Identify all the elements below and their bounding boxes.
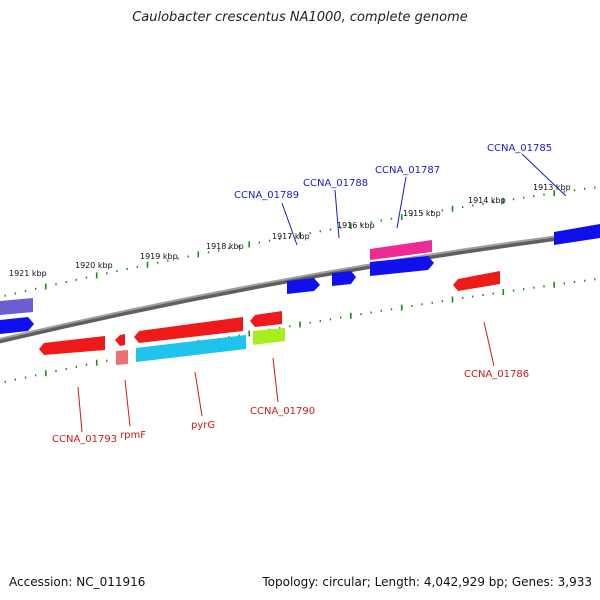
gene-label-ccna-01786[interactable]: CCNA_01786	[464, 369, 529, 380]
gene-arrow[interactable]	[136, 335, 246, 362]
gene-label-pyrg[interactable]: pyrG	[191, 420, 215, 431]
gene-arrow[interactable]	[253, 328, 285, 345]
forward-genes	[0, 224, 600, 334]
kbp-label: 1914 kbp	[468, 196, 506, 205]
gene-arrow[interactable]	[115, 334, 125, 346]
gene-arrow[interactable]	[287, 278, 320, 294]
reverse-gene-labels: CCNA_01793 rpmF pyrG CCNA_01790 CCNA_017…	[52, 321, 529, 445]
label-leader	[334, 189, 340, 239]
label-leader	[396, 176, 407, 229]
label-leader	[272, 357, 279, 403]
label-leader	[281, 202, 298, 246]
gene-arrow[interactable]	[332, 271, 356, 286]
backbone-line	[0, 229, 600, 340]
forward-gene-labels: CCNA_01789 CCNA_01788 CCNA_01787 CCNA_01…	[234, 143, 567, 246]
kbp-label: 1918 kbp	[206, 242, 244, 251]
gene-arrow[interactable]	[116, 350, 128, 365]
gene-arrow[interactable]	[0, 317, 34, 334]
genome-summary-text: Topology: circular; Length: 4,042,929 bp…	[262, 575, 592, 589]
label-leader	[194, 371, 203, 417]
gene-label-ccna-01789[interactable]: CCNA_01789	[234, 190, 299, 201]
reverse-genes	[39, 271, 500, 365]
gene-arrow[interactable]	[134, 317, 243, 343]
kbp-labels: 1921 kbp 1920 kbp 1919 kbp 1918 kbp 1917…	[9, 183, 571, 278]
kbp-label: 1919 kbp	[140, 252, 178, 261]
kbp-label: 1917 kbp	[272, 232, 310, 241]
gene-label-ccna-01793[interactable]: CCNA_01793	[52, 434, 117, 445]
kbp-label: 1921 kbp	[9, 269, 47, 278]
kbp-label: 1916 kbp	[337, 221, 375, 230]
kbp-label: 1913 kbp	[533, 183, 571, 192]
gene-arrow[interactable]	[554, 224, 600, 245]
gene-label-ccna-01788[interactable]: CCNA_01788	[303, 178, 368, 189]
label-leader	[483, 321, 495, 367]
backbone-shadow	[0, 230, 600, 344]
gene-arrow[interactable]	[39, 336, 105, 355]
gene-arrow[interactable]	[370, 256, 434, 276]
label-leader	[77, 386, 83, 433]
map-title: Caulobacter crescentus NA1000, complete …	[132, 10, 468, 25]
gene-arrow[interactable]	[453, 271, 500, 291]
gene-label-ccna-01790[interactable]: CCNA_01790	[250, 406, 315, 417]
gene-arrow[interactable]	[0, 298, 33, 315]
gene-arrow[interactable]	[250, 311, 282, 327]
accession-text: Accession: NC_011916	[9, 575, 146, 589]
gene-label-ccna-01787[interactable]: CCNA_01787	[375, 165, 440, 176]
kbp-label: 1920 kbp	[75, 261, 113, 270]
kbp-label: 1915 kbp	[403, 209, 441, 218]
gene-label-rpmf[interactable]: rpmF	[120, 430, 146, 441]
label-leader	[124, 379, 131, 427]
gene-arrow[interactable]	[370, 240, 432, 260]
genome-backbone	[0, 229, 600, 344]
label-leader	[521, 153, 567, 197]
gene-label-ccna-01785[interactable]: CCNA_01785	[487, 143, 552, 154]
